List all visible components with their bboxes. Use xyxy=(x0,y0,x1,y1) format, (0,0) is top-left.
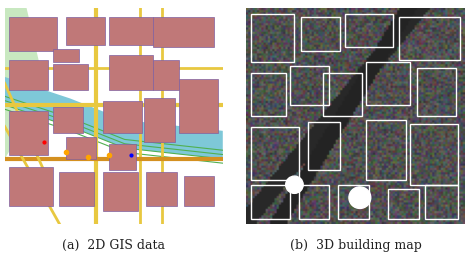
Bar xyxy=(144,98,175,141)
Bar xyxy=(251,73,286,116)
Bar xyxy=(53,49,79,62)
Bar xyxy=(66,137,96,159)
Bar xyxy=(109,17,153,44)
Text: (b)  3D building map: (b) 3D building map xyxy=(290,239,421,252)
Bar xyxy=(417,68,456,116)
Bar xyxy=(9,168,53,206)
Bar xyxy=(251,185,290,219)
Bar xyxy=(179,79,219,133)
Bar xyxy=(299,185,329,219)
Bar xyxy=(9,17,57,51)
Bar xyxy=(323,73,362,116)
Circle shape xyxy=(349,187,371,209)
Bar xyxy=(366,120,406,180)
Bar xyxy=(338,185,369,219)
Bar xyxy=(388,189,419,219)
Circle shape xyxy=(286,176,303,193)
Bar xyxy=(366,62,410,105)
Bar xyxy=(66,17,105,44)
Bar xyxy=(308,122,340,170)
Polygon shape xyxy=(5,77,223,159)
Bar xyxy=(251,14,294,62)
Bar xyxy=(153,60,179,90)
Bar xyxy=(345,14,392,47)
Bar xyxy=(153,17,214,47)
Bar xyxy=(9,112,48,155)
Bar xyxy=(301,17,340,51)
Bar xyxy=(53,107,83,133)
Bar xyxy=(53,64,88,90)
Bar xyxy=(9,60,48,90)
Bar xyxy=(109,144,136,170)
Bar xyxy=(399,17,460,60)
Polygon shape xyxy=(5,105,37,159)
Polygon shape xyxy=(5,8,44,105)
Bar xyxy=(183,176,214,206)
Bar xyxy=(103,172,138,211)
Bar xyxy=(290,66,329,105)
Text: (a)  2D GIS data: (a) 2D GIS data xyxy=(62,239,165,252)
Bar xyxy=(59,172,94,206)
Bar xyxy=(146,172,177,206)
Bar xyxy=(425,185,458,219)
Bar xyxy=(109,55,153,90)
Bar xyxy=(410,124,458,185)
Bar xyxy=(103,101,142,133)
Bar xyxy=(251,127,299,180)
